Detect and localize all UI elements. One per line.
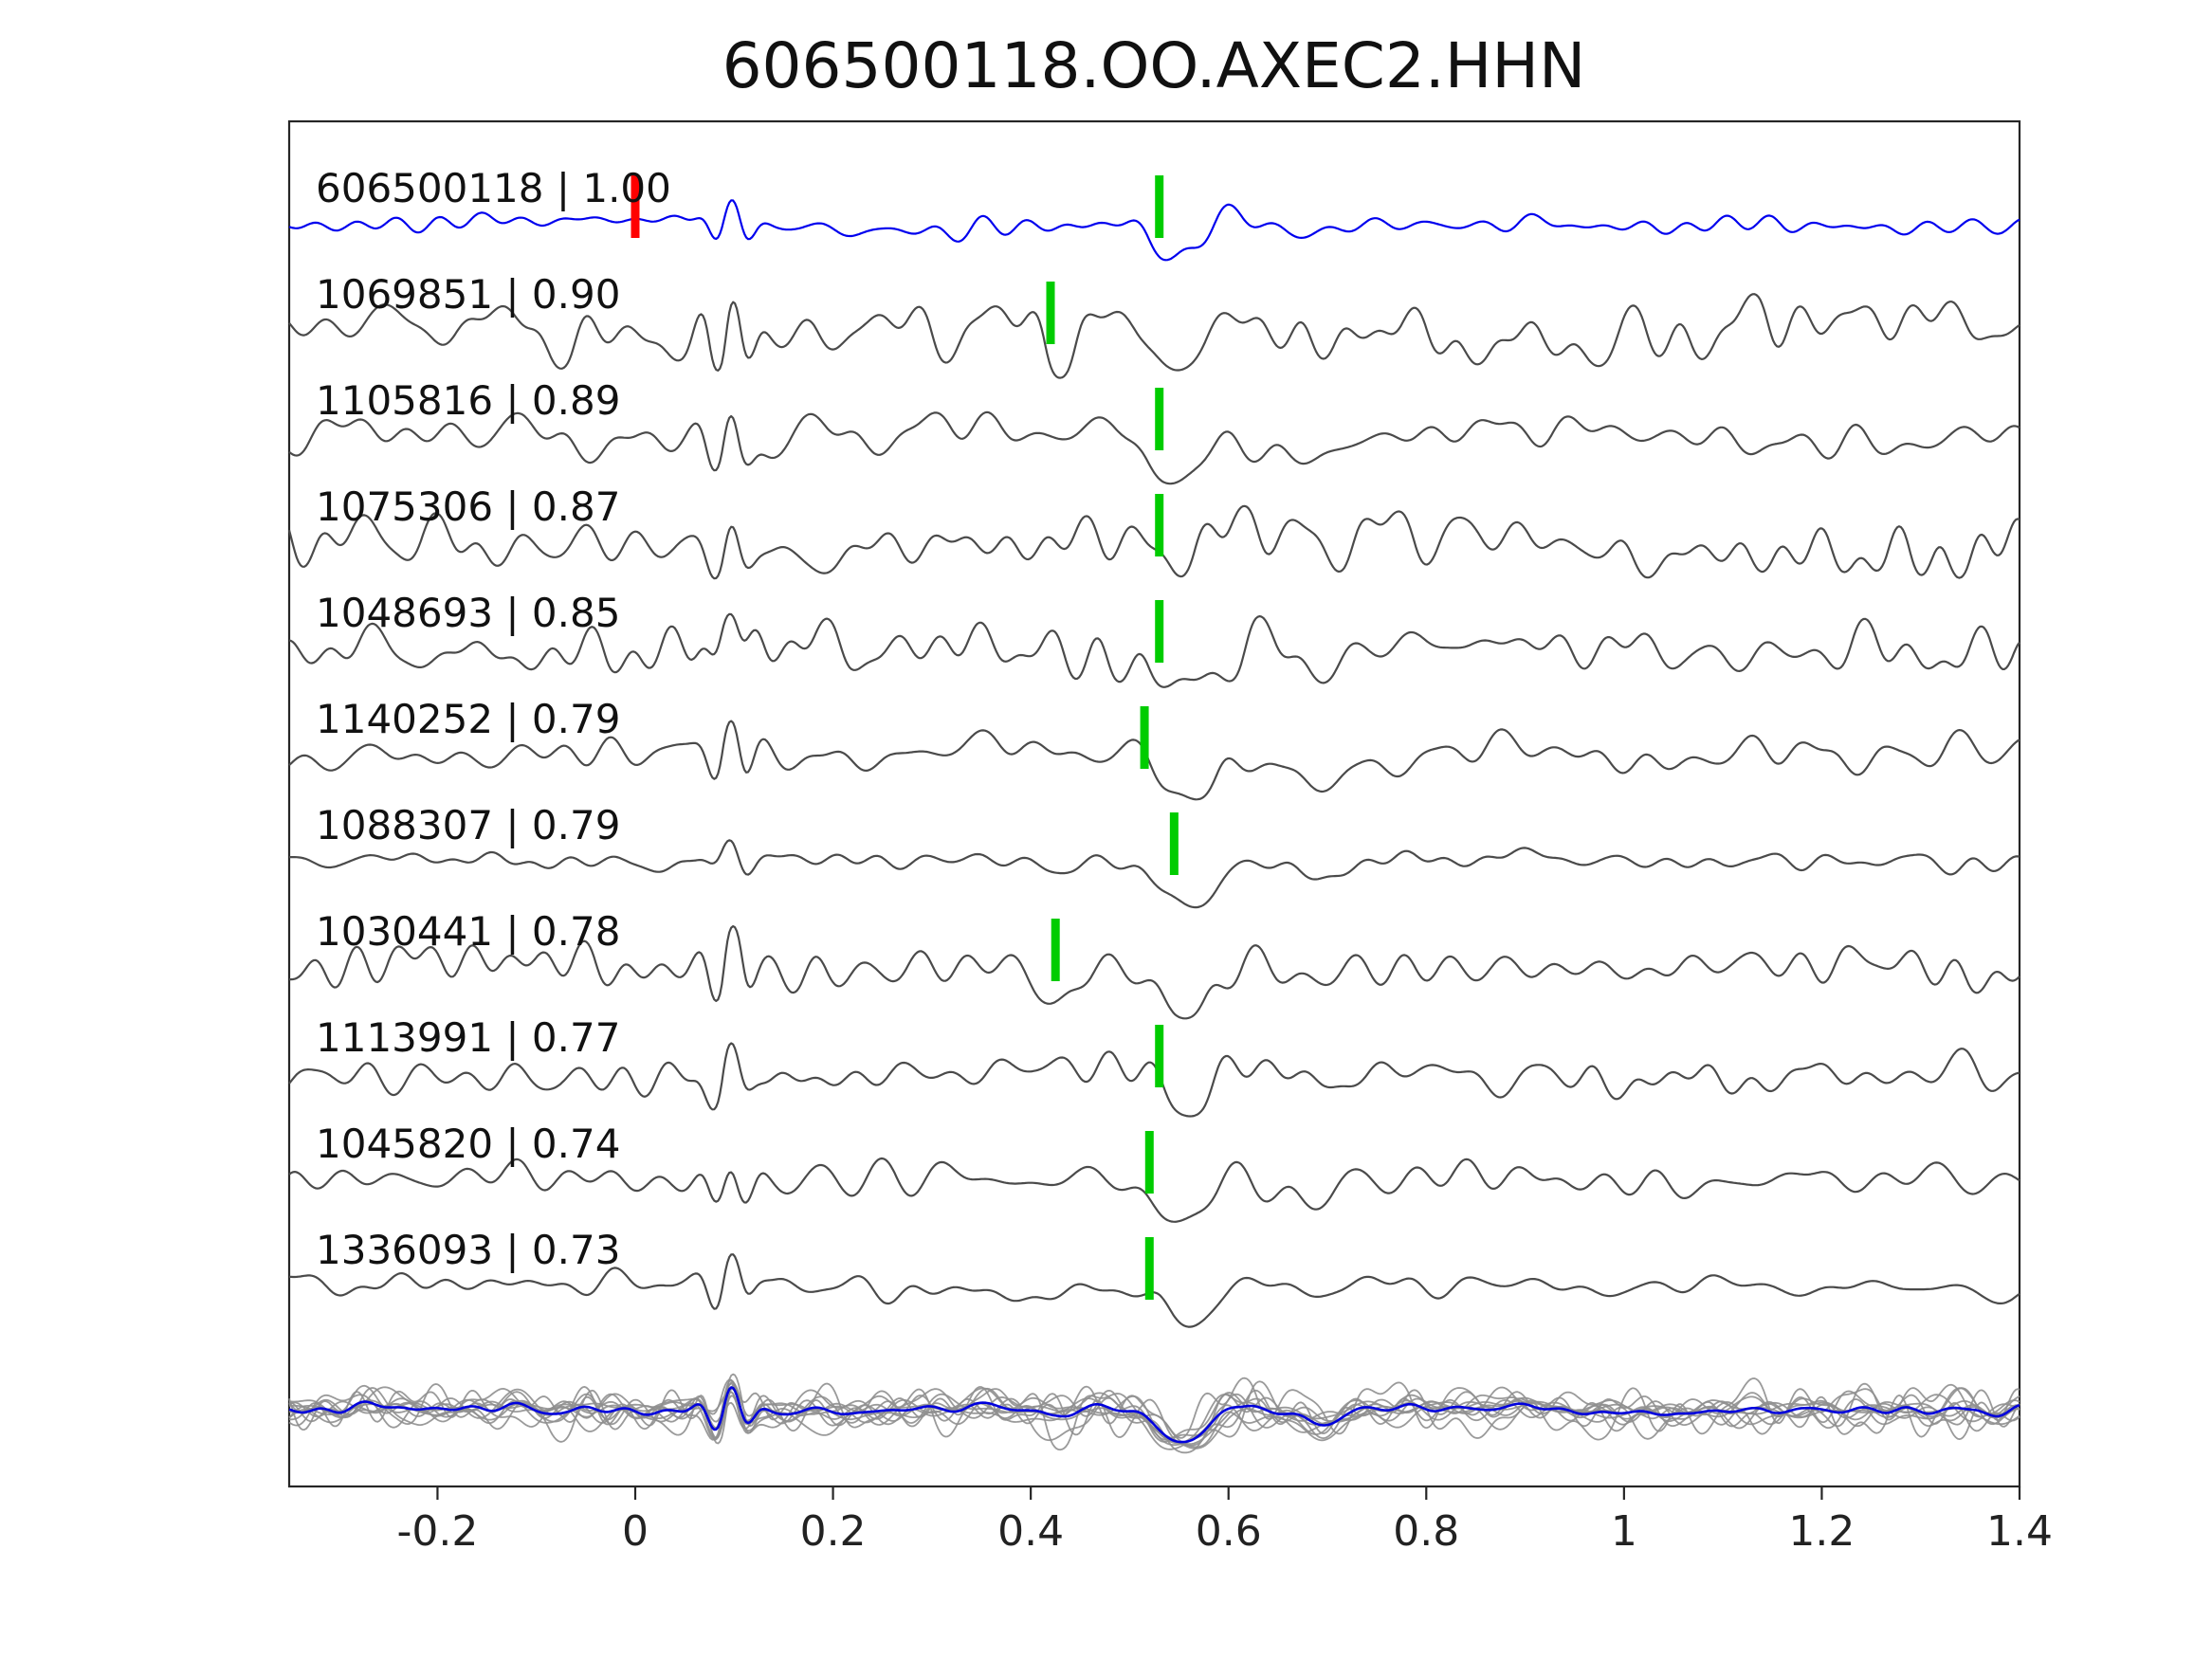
trace-label: 1075306 | 0.87 [316, 483, 620, 530]
waveform-trace [288, 1157, 2020, 1223]
overlay-stack-trace [288, 1386, 2020, 1444]
waveform-trace [288, 293, 2020, 379]
x-tick-label: 0.4 [997, 1507, 1064, 1556]
plot-frame [287, 119, 2021, 1488]
trace-label: 1113991 | 0.77 [316, 1014, 620, 1061]
x-tick-label: 0 [622, 1507, 649, 1556]
waveform-trace [288, 1042, 2020, 1118]
waveform-trace [287, 504, 2020, 580]
waveform-trace [288, 1253, 2020, 1328]
x-tick-label: 0.6 [1196, 1507, 1262, 1556]
waveform-trace [288, 612, 2020, 688]
x-tick-label: -0.2 [396, 1507, 478, 1556]
trace-label: 1088307 | 0.79 [316, 802, 620, 848]
trace-label: 1336093 | 0.73 [316, 1227, 620, 1273]
trace-label: 1105816 | 0.89 [316, 377, 620, 424]
x-tick-label: 0.2 [800, 1507, 867, 1556]
x-tick-label: 1 [1611, 1507, 1637, 1556]
chart-title: 606500118.OO.AXEC2.HHN [722, 29, 1586, 102]
plot-content: -0.2 0 0.2 0.4 0.6 0.8 1 1.2 1.4 606500118 | 1.00… [287, 119, 2053, 1556]
trace-label: 1045820 | 0.74 [316, 1121, 620, 1167]
x-tick-label: 0.8 [1393, 1507, 1459, 1556]
x-tick-label: 1.4 [1986, 1507, 2053, 1556]
x-tick-label: 1.2 [1788, 1507, 1855, 1556]
waveform-trace [288, 720, 2020, 801]
overlay-member-trace [289, 1381, 2020, 1446]
trace-label: 1048693 | 0.85 [316, 590, 620, 636]
waveform-trace [288, 924, 2020, 1020]
trace-label: 1140252 | 0.79 [316, 696, 620, 742]
waveform-trace [288, 839, 2020, 909]
trace-label: 1069851 | 0.90 [316, 271, 620, 318]
trace-label: 606500118 | 1.00 [316, 165, 671, 211]
waveform-trace [288, 410, 2020, 485]
waveform-trace [288, 199, 2020, 262]
trace-label: 1030441 | 0.78 [316, 908, 620, 955]
